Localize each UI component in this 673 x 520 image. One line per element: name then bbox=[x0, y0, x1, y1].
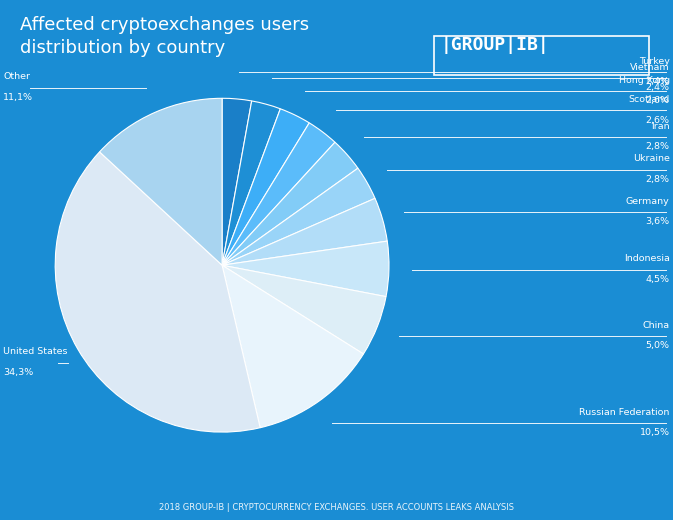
Text: Turkey: Turkey bbox=[639, 57, 670, 66]
Text: 5,0%: 5,0% bbox=[645, 342, 670, 350]
Text: 11,1%: 11,1% bbox=[3, 93, 34, 102]
Text: 10,5%: 10,5% bbox=[639, 428, 670, 437]
Text: 2,4%: 2,4% bbox=[645, 77, 670, 86]
Text: 34,3%: 34,3% bbox=[3, 368, 34, 377]
Wedge shape bbox=[222, 168, 375, 265]
Text: Russian Federation: Russian Federation bbox=[579, 408, 670, 417]
Text: Scotland: Scotland bbox=[629, 95, 670, 104]
Wedge shape bbox=[100, 98, 222, 265]
Text: Germany: Germany bbox=[626, 197, 670, 206]
Wedge shape bbox=[222, 123, 335, 265]
Text: 2,8%: 2,8% bbox=[645, 175, 670, 184]
Text: Hong Kong: Hong Kong bbox=[618, 76, 670, 85]
Wedge shape bbox=[222, 98, 252, 265]
Text: 2,8%: 2,8% bbox=[645, 142, 670, 151]
Text: 4,5%: 4,5% bbox=[645, 275, 670, 284]
Wedge shape bbox=[222, 198, 387, 265]
Wedge shape bbox=[222, 101, 281, 265]
Text: 2,6%: 2,6% bbox=[645, 115, 670, 125]
Text: 2018 GROUP-IB | CRYPTOCURRENCY EXCHANGES. USER ACCOUNTS LEAKS ANALYSIS: 2018 GROUP-IB | CRYPTOCURRENCY EXCHANGES… bbox=[159, 503, 514, 512]
Wedge shape bbox=[222, 109, 310, 265]
Text: 3,6%: 3,6% bbox=[645, 217, 670, 226]
Wedge shape bbox=[222, 265, 386, 354]
Wedge shape bbox=[222, 142, 358, 265]
Text: Other: Other bbox=[3, 72, 30, 81]
Text: Indonesia: Indonesia bbox=[624, 254, 670, 263]
Text: 2,4%: 2,4% bbox=[645, 84, 670, 93]
Text: United States: United States bbox=[3, 347, 68, 357]
Text: Vietnam: Vietnam bbox=[630, 63, 670, 72]
Text: Iran: Iran bbox=[651, 122, 670, 131]
Text: Ukraine: Ukraine bbox=[633, 154, 670, 163]
Text: China: China bbox=[643, 321, 670, 330]
Text: 2,6%: 2,6% bbox=[645, 96, 670, 105]
Text: Affected cryptoexchanges users
distribution by country: Affected cryptoexchanges users distribut… bbox=[20, 16, 310, 57]
Wedge shape bbox=[222, 265, 363, 427]
Wedge shape bbox=[222, 241, 389, 296]
Text: |GROUP|IB|: |GROUP|IB| bbox=[441, 36, 550, 55]
Wedge shape bbox=[55, 152, 260, 432]
